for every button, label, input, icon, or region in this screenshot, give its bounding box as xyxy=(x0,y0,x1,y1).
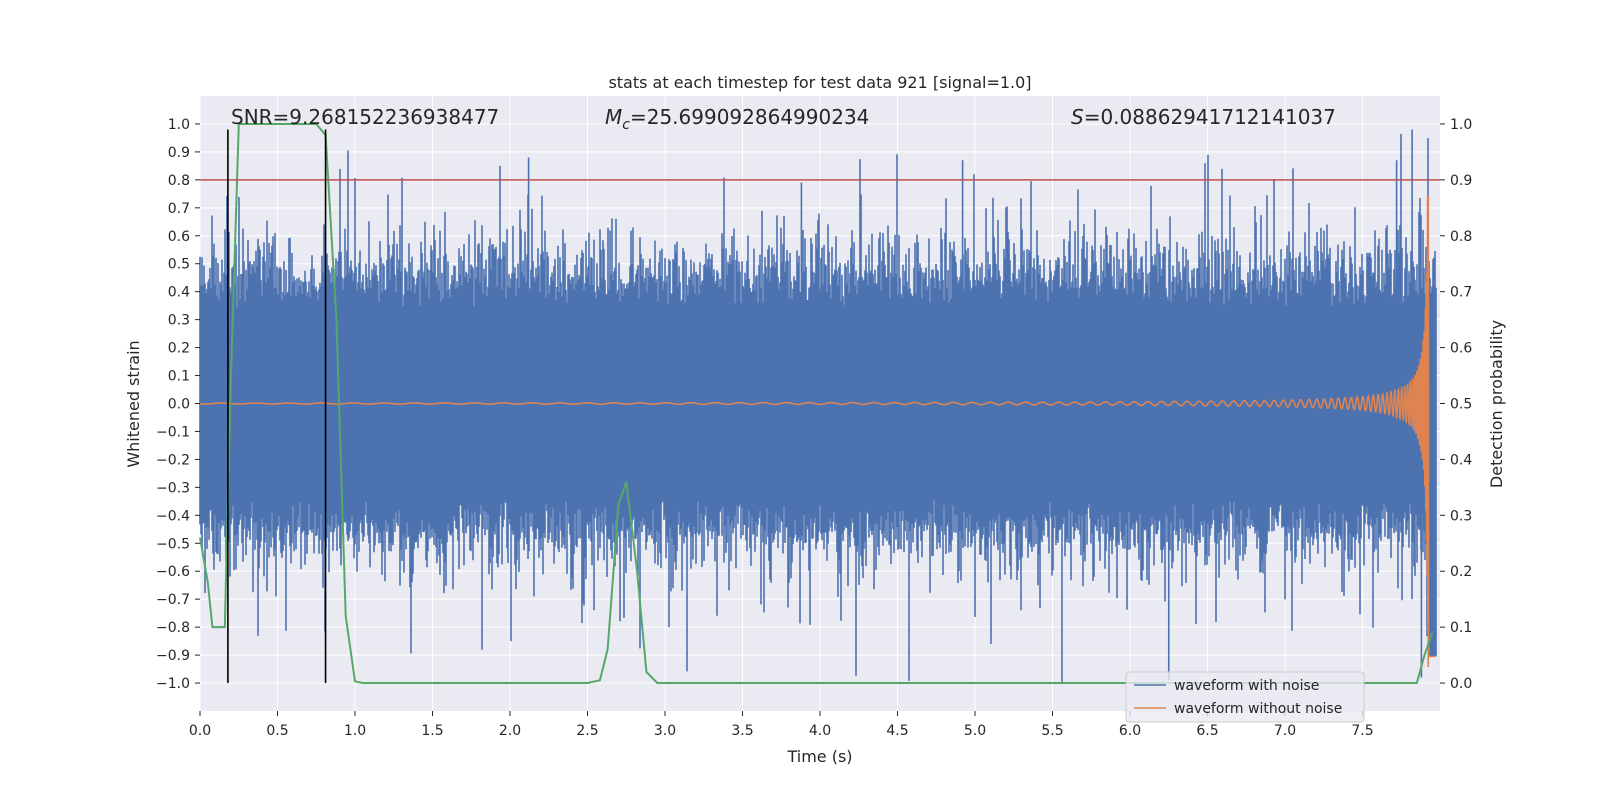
x-tick-label: 5.0 xyxy=(964,723,986,739)
y-left-tick-label: 0.9 xyxy=(168,145,190,161)
s-symbol: S xyxy=(1071,105,1084,129)
y-left-tick-label: −0.8 xyxy=(156,620,190,636)
y-right-tick-label: 0.4 xyxy=(1450,452,1472,468)
y-left-tick-label: −0.4 xyxy=(156,508,190,524)
y-left-tick-label: 0.8 xyxy=(168,173,190,189)
x-axis-ticks: 0.0 0.5 1.0 1.5 2.0 2.5 3.0 3.5 4.0 4.5 5.0 5.5 6.0 6… xyxy=(189,711,1374,739)
x-tick-label: 1.5 xyxy=(421,723,443,739)
x-tick-label: 6.5 xyxy=(1196,723,1218,739)
y-right-tick-label: 1.0 xyxy=(1450,117,1472,133)
x-tick-label: 4.0 xyxy=(809,723,831,739)
x-tick-label: 7.5 xyxy=(1351,723,1373,739)
chart-title: stats at each timestep for test data 921… xyxy=(608,73,1031,92)
s-annotation: S=0.08862941712141037 xyxy=(1071,105,1336,129)
x-tick-label: 2.5 xyxy=(576,723,598,739)
y-right-tick-label: 0.2 xyxy=(1450,564,1472,580)
y-left-tick-label: 1.0 xyxy=(168,117,190,133)
y-left-tick-label: −1.0 xyxy=(156,676,190,692)
y-right-tick-label: 0.3 xyxy=(1450,508,1472,524)
legend-label-noise: waveform with noise xyxy=(1174,678,1319,694)
mc-value: =25.699092864990234 xyxy=(630,105,869,129)
y-left-tick-label: 0.5 xyxy=(168,257,190,273)
markers xyxy=(200,129,1440,684)
x-tick-label: 0.0 xyxy=(189,723,211,739)
y-left-tick-label: 0.0 xyxy=(168,397,190,413)
noise-envelope-bars xyxy=(199,134,1437,683)
x-tick-label: 5.5 xyxy=(1041,723,1063,739)
y-left-tick-label: 0.6 xyxy=(168,229,190,245)
y-left-tick-label: −0.2 xyxy=(156,452,190,468)
y-right-axis-ticks: 0.0 0.1 0.2 0.3 0.4 0.5 0.6 0.7 0.8 0.9 1.0 xyxy=(1440,117,1472,692)
x-tick-label: 1.0 xyxy=(344,723,366,739)
series-waveform-with-noise xyxy=(199,129,1437,683)
y-right-tick-label: 0.9 xyxy=(1450,173,1472,189)
y-left-tick-label: 0.7 xyxy=(168,201,190,217)
y-left-tick-label: −0.6 xyxy=(156,564,190,580)
y-right-tick-label: 0.5 xyxy=(1450,397,1472,413)
x-tick-label: 2.0 xyxy=(499,723,521,739)
mc-annotation: Mc=25.699092864990234 xyxy=(605,105,869,133)
clean-waveform-line xyxy=(199,195,1436,667)
y-left-tick-label: −0.9 xyxy=(156,648,190,664)
snr-annotation: SNR=9.268152236938477 xyxy=(231,105,499,129)
y-left-axis-ticks: −1.0 −0.9 −0.8 −0.7 −0.6 −0.5 −0.4 −0.3 −0.2 −0.1… xyxy=(156,117,200,692)
legend: waveform with noise waveform without noi… xyxy=(1125,671,1365,723)
y-left-tick-label: 0.3 xyxy=(168,313,190,329)
x-tick-label: 3.5 xyxy=(731,723,753,739)
x-tick-label: 6.0 xyxy=(1119,723,1141,739)
y-left-tick-label: −0.1 xyxy=(156,424,190,440)
legend-box xyxy=(1125,671,1365,723)
x-tick-label: 4.5 xyxy=(886,723,908,739)
y-right-tick-label: 0.6 xyxy=(1450,341,1472,357)
y-right-axis-label: Detection probability xyxy=(1487,320,1506,488)
y-right-tick-label: 0.1 xyxy=(1450,620,1472,636)
series-waveform-without-noise xyxy=(199,195,1436,667)
y-right-tick-label: 0.8 xyxy=(1450,229,1472,245)
y-left-tick-label: 0.2 xyxy=(168,341,190,357)
y-left-tick-label: 0.1 xyxy=(168,369,190,385)
mc-subscript: c xyxy=(622,117,630,133)
x-axis-label: Time (s) xyxy=(786,747,852,766)
x-tick-label: 0.5 xyxy=(266,723,288,739)
legend-label-clean: waveform without noise xyxy=(1174,701,1342,717)
y-left-tick-label: −0.5 xyxy=(156,536,190,552)
y-left-axis-label: Whitened strain xyxy=(124,340,143,467)
s-value: =0.08862941712141037 xyxy=(1084,105,1336,129)
y-left-tick-label: 0.4 xyxy=(168,285,190,301)
x-tick-label: 7.0 xyxy=(1274,723,1296,739)
y-right-tick-label: 0.0 xyxy=(1450,676,1472,692)
y-left-tick-label: −0.7 xyxy=(156,592,190,608)
y-left-tick-label: −0.3 xyxy=(156,480,190,496)
x-tick-label: 3.0 xyxy=(654,723,676,739)
mc-symbol: M xyxy=(605,105,622,129)
y-right-tick-label: 0.7 xyxy=(1450,285,1472,301)
